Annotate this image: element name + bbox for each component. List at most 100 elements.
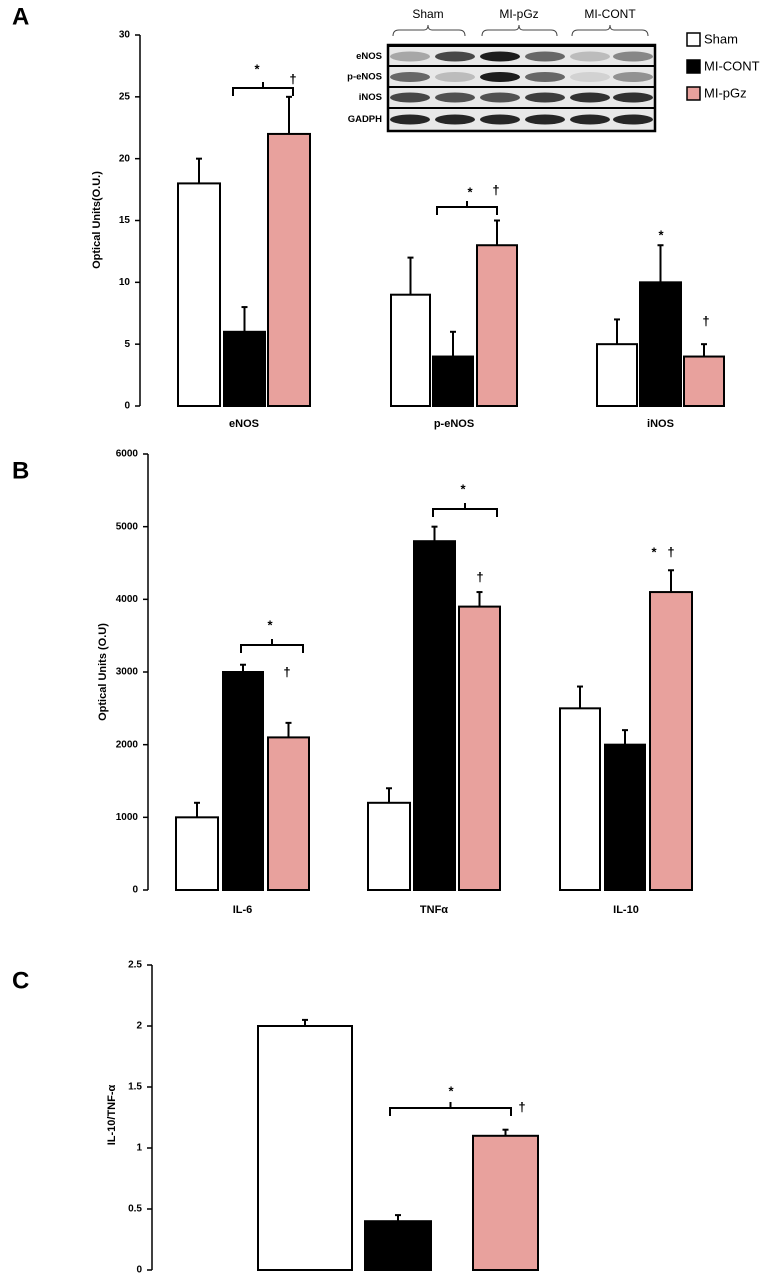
blot-band [480,114,520,125]
bar [367,801,411,891]
y-tick-label: 0 [124,401,130,412]
blot-band [435,92,475,103]
bar [472,1134,539,1272]
y-tick-label: 2 [136,1021,142,1032]
panel-label: A [12,3,29,30]
annotation: * [658,227,664,242]
blot-brace [481,24,558,37]
bar [476,244,518,407]
blot-band [570,51,610,62]
bar [432,355,474,407]
y-tick-label: 15 [119,215,131,226]
legend-swatch [686,86,701,101]
x-tick-label: eNOS [229,418,259,430]
bar [683,355,725,407]
bar [390,293,431,408]
y-tick-label: 30 [119,30,131,41]
y-tick-label: 2000 [116,739,139,750]
annotation: † [289,71,296,86]
blot-band [390,72,430,82]
bar [223,330,266,407]
blot-group-label: MI-CONT [584,7,636,21]
blot-band [525,114,565,125]
annotation: * [254,61,260,76]
legend-label: MI-pGz [704,85,747,100]
y-tick-label: 25 [119,91,131,102]
legend-swatch [686,59,701,74]
y-tick-label: 4000 [116,594,139,605]
annotation: † [702,313,709,328]
x-tick-label: TNFα [420,904,448,916]
bar [267,736,310,892]
bar [267,132,311,408]
annotation: † [492,182,499,197]
blot-band [570,114,610,125]
bar [413,540,456,891]
bar [177,182,221,407]
y-tick-label: 20 [119,153,131,164]
y-tick-label: 5000 [116,521,139,532]
bar [458,605,501,891]
y-axis-label: Optical Units (O.U) [97,623,109,721]
significance-bracket [432,503,498,517]
y-tick-label: 0.5 [128,1204,142,1215]
y-tick-label: 1000 [116,812,139,823]
blot-row-label: GADPH [348,114,382,125]
blot-group-label: MI-pGz [499,7,538,21]
bar [257,1025,353,1271]
significance-bracket [240,639,304,653]
y-tick-label: 3000 [116,667,139,678]
blot-band [435,72,475,82]
x-tick-label: p-eNOS [434,418,474,430]
bar [639,281,682,408]
bar [364,1220,432,1271]
blot-band [613,51,653,62]
y-tick-label: 0 [132,885,138,896]
blot-band [570,92,610,103]
blot-row-label: p-eNOS [347,72,382,83]
blot-band [435,51,475,62]
bar [559,707,601,891]
y-tick-label: 10 [119,277,131,288]
bar [175,816,219,891]
blot-band [525,92,565,103]
blot-band [480,92,520,103]
annotation: * [267,617,273,632]
annotation: † [476,569,483,584]
significance-bracket [389,1102,512,1116]
legend-swatch [686,32,701,47]
annotation: * [460,481,466,496]
blot-band [525,51,565,62]
blot-band [613,92,653,103]
y-tick-label: 1 [136,1143,142,1154]
blot-band [525,72,565,82]
panel-label: C [12,967,29,994]
y-axis-label: Optical Units(O.U.) [91,171,103,269]
y-tick-label: 6000 [116,449,139,460]
bar [649,591,693,891]
annotation: * [467,184,473,199]
significance-bracket [232,82,294,96]
x-tick-label: IL-6 [233,904,253,916]
blot-band [480,51,520,62]
blot-row-label: eNOS [356,51,382,62]
y-tick-label: 0 [136,1265,142,1274]
annotation: † [667,544,674,559]
legend-label: MI-CONT [704,58,760,73]
blot-row-label: iNOS [359,92,382,103]
y-axis-label: IL-10/TNF-α [106,1084,118,1145]
significance-bracket [436,201,498,215]
annotation: * [651,544,657,559]
blot-group-label: Sham [412,7,443,21]
blot-band [613,114,653,125]
annotation: † [283,664,290,679]
x-tick-label: IL-10 [613,904,639,916]
bar [222,671,264,891]
panel-label: B [12,457,29,484]
annotation: † [518,1099,525,1114]
bar [596,343,638,407]
y-tick-label: 2.5 [128,960,142,971]
blot-band [570,72,610,82]
